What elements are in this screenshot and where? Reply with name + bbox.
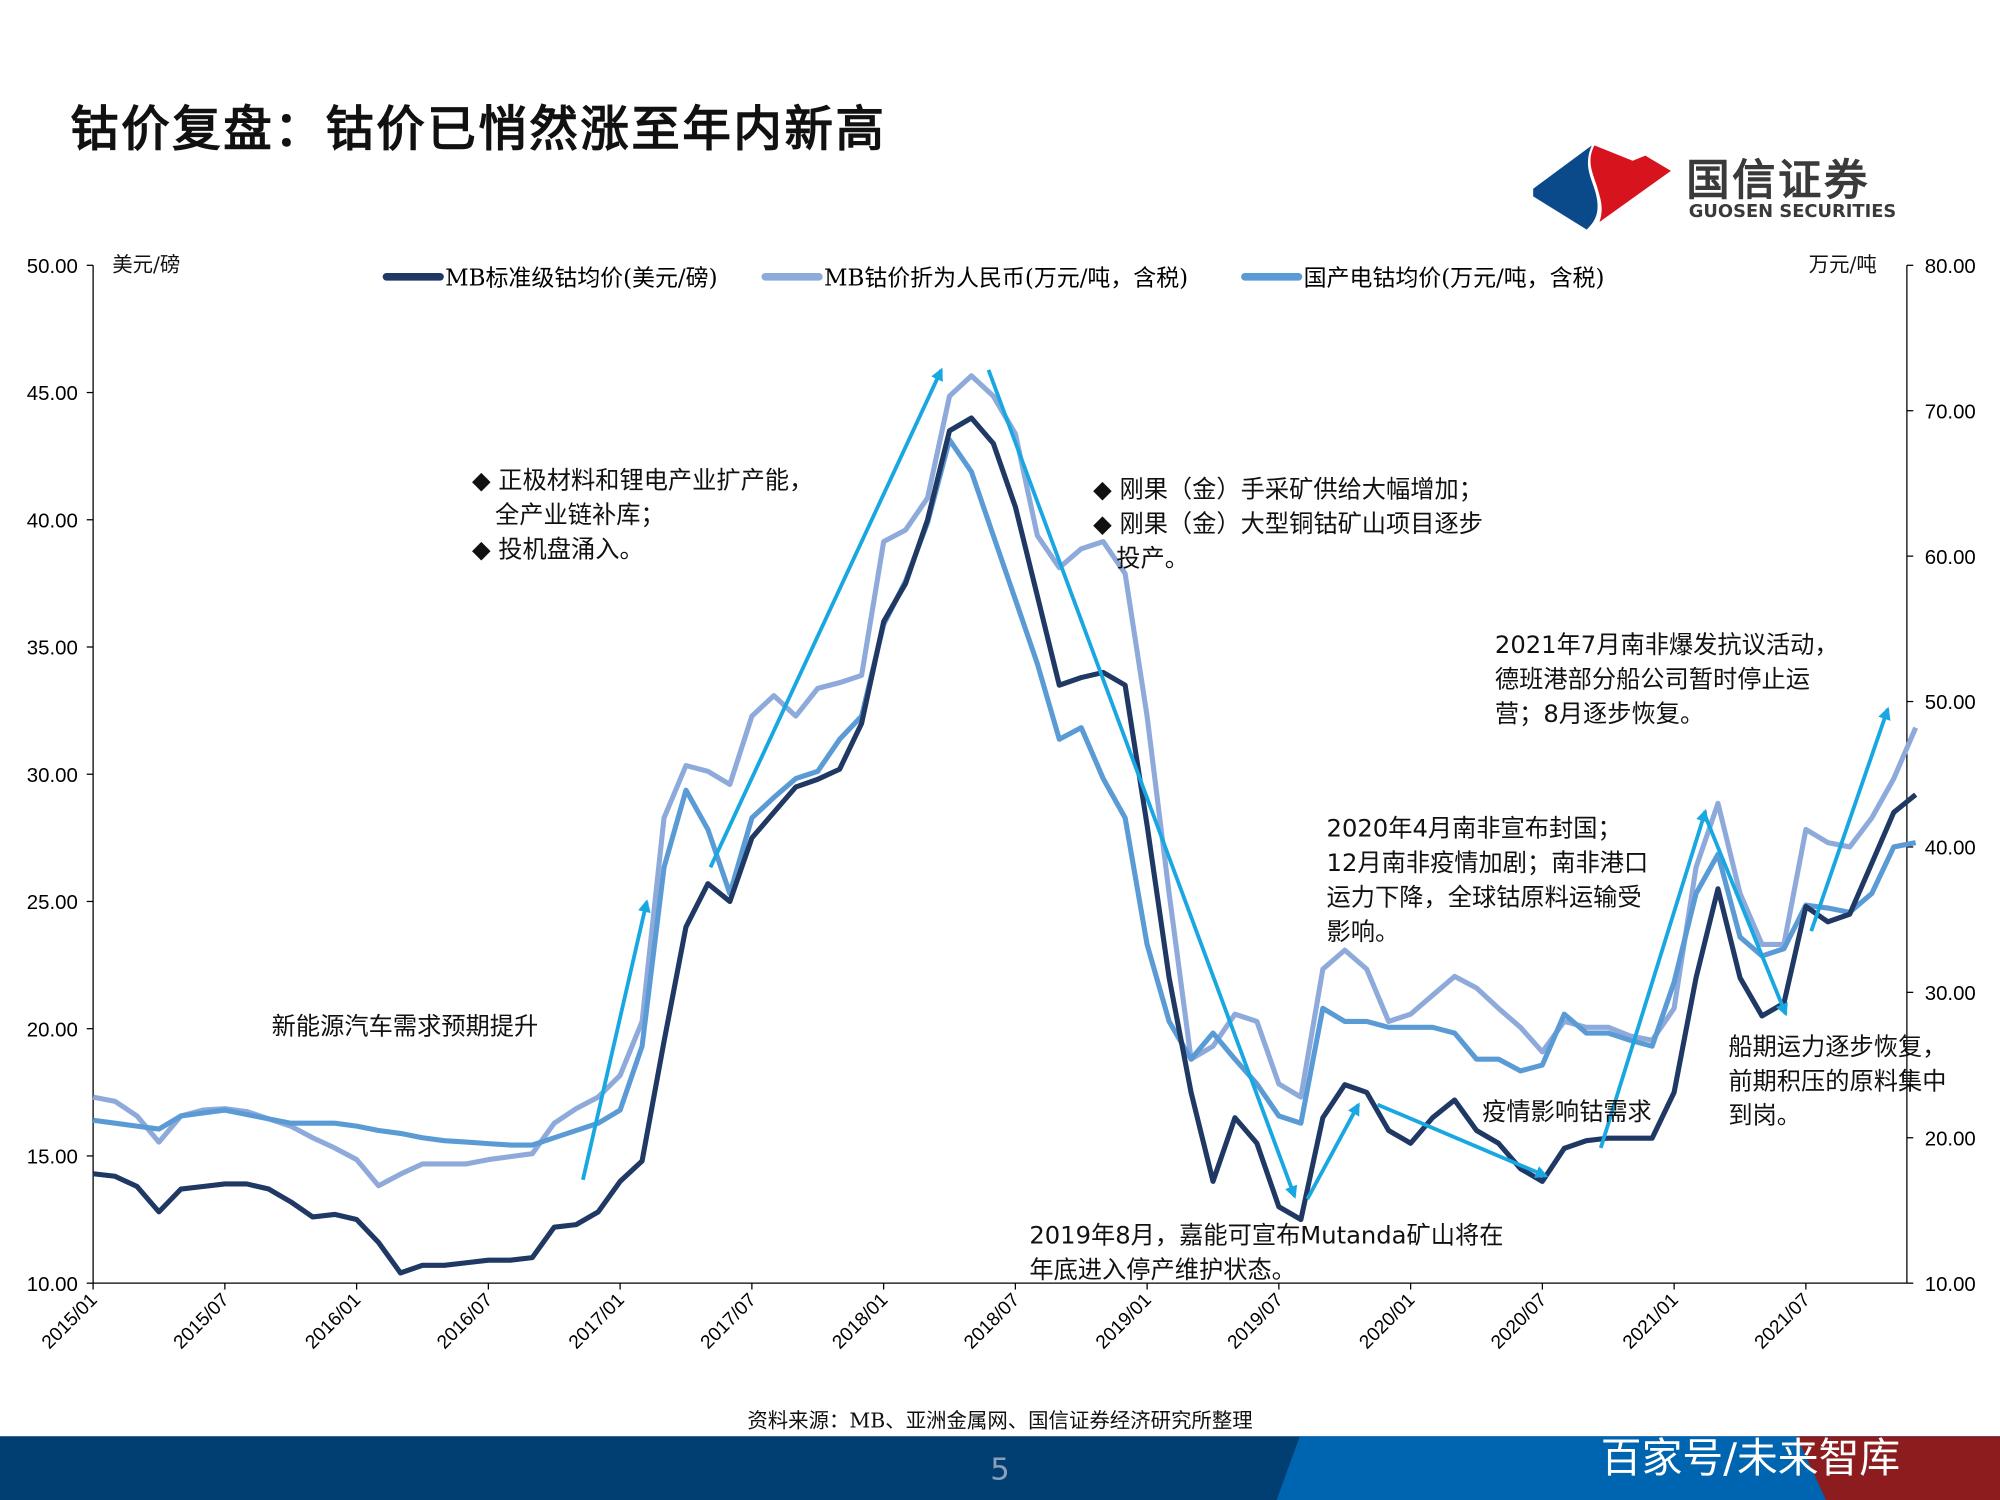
left-tick-label: 30.00	[27, 765, 78, 787]
trend-arrow	[1703, 815, 1788, 1017]
left-tick-label: 20.00	[27, 1019, 78, 1041]
x-tick-label: 2019/07	[1224, 1290, 1288, 1354]
trend-arrow	[1305, 1102, 1361, 1200]
series-line-2	[92, 373, 1919, 1189]
x-tick-label: 2016/01	[302, 1290, 366, 1354]
left-tick-label: 15.00	[27, 1147, 78, 1169]
annotation-line: 年底进入停产维护状态。	[1029, 1256, 1296, 1285]
left-tick-label: 25.00	[27, 892, 78, 914]
annotation-line: 船期运力逐步恢复，	[1728, 1033, 1947, 1062]
annotation-line: 到岗。	[1728, 1102, 1802, 1131]
slide-title: 钴价复盘：钴价已悄然涨至年内新高	[70, 99, 887, 157]
chart-annotation: ◆ 刚果（金）手采矿供给大幅增加； ◆ 刚果（金）大型铜钴矿山项目逐步 投产。	[1093, 473, 1483, 576]
cobalt-price-chart: 10.00 15.00 20.00 25.00 30.00 35.00 40.00 45.00…	[27, 256, 1976, 1354]
right-tick-label: 20.00	[1925, 1128, 1976, 1150]
annotation-line: ◆ 正极材料和锂电产业扩产能，	[471, 466, 814, 495]
legend-label-1: MB标准级钴均价(美元/磅)	[445, 266, 717, 292]
right-tick-label: 30.00	[1925, 983, 1976, 1005]
annotation-line: ◆ 投机盘涌入。	[471, 535, 644, 564]
annotation-line: 前期积压的原料集中	[1728, 1067, 1947, 1096]
left-tick-label: 45.00	[27, 383, 78, 405]
right-tick-label: 40.00	[1925, 838, 1976, 860]
source-note: 资料来源：MB、亚洲金属网、国信证券经济研究所整理	[747, 1408, 1253, 1433]
x-tick-label: 2017/07	[697, 1290, 761, 1354]
annotation-line: 营；8月逐步恢复。	[1494, 700, 1705, 729]
right-tick-label: 60.00	[1925, 547, 1976, 569]
chart-annotation: 2019年8月，嘉能可宣布Mutanda矿山将在 年底进入停产维护状态。	[1029, 1219, 1503, 1288]
annotation-line: ◆ 刚果（金）大型铜钴矿山项目逐步	[1093, 510, 1483, 539]
trend-arrow	[986, 369, 1298, 1199]
x-tick-label: 2017/01	[565, 1290, 629, 1354]
series-line-1	[92, 415, 1918, 1276]
legend-label-2: MB钴价折为人民币(万元/吨，含税)	[824, 266, 1188, 292]
logo-text-cn: 国信证券	[1686, 155, 1870, 207]
x-tick-label: 2018/01	[829, 1290, 893, 1354]
annotation-line: 投产。	[1093, 544, 1189, 573]
right-tick-label: 50.00	[1925, 692, 1976, 714]
chart-annotation: 2020年4月南非宣布封国； 12月南非疫情加剧；南非港口 运力下降，全球钴原料运输…	[1327, 812, 1649, 950]
left-tick-label: 40.00	[27, 510, 78, 532]
annotation-line: 疫情影响钴需求	[1482, 1098, 1652, 1127]
left-tick-label: 35.00	[27, 638, 78, 660]
series-line-3	[92, 437, 1917, 1148]
footer-bar	[0, 1436, 2000, 1500]
trend-arrow	[1598, 808, 1709, 1149]
watermark: 百家号/未来智库	[1600, 1433, 1901, 1483]
trend-arrow	[581, 899, 651, 1181]
x-tick-label: 2015/01	[38, 1290, 102, 1354]
left-tick-label: 10.00	[27, 1274, 78, 1296]
right-tick-label: 80.00	[1925, 256, 1976, 278]
annotation-line: 德班港部分船公司暂时停止运	[1494, 665, 1810, 694]
left-axis-unit: 美元/磅	[112, 252, 181, 277]
guosen-logo: 国信证券 GUOSEN SECURITIES	[1531, 143, 1901, 232]
chart-annotation: 疫情影响钴需求	[1482, 1096, 1652, 1130]
x-tick-label: 2015/07	[170, 1290, 234, 1354]
left-tick-label: 50.00	[27, 256, 78, 278]
right-axis-unit: 万元/吨	[1808, 252, 1877, 277]
legend-label-3: 国产电钴均价(万元/吨，含税)	[1304, 266, 1605, 292]
annotation-line: 2020年4月南非宣布封国；	[1326, 815, 1622, 844]
trend-arrow	[708, 367, 944, 869]
x-tick-label: 2018/07	[960, 1290, 1024, 1354]
trend-arrow	[1376, 1102, 1549, 1178]
chart-annotation: ◆ 正极材料和锂电产业扩产能， 全产业链补库； ◆ 投机盘涌入。	[472, 464, 813, 567]
logo-mark-icon	[1533, 145, 1671, 230]
x-tick-label: 2021/07	[1751, 1290, 1815, 1354]
annotation-line: 2019年8月，嘉能可宣布Mutanda矿山将在	[1029, 1221, 1504, 1250]
right-tick-label: 70.00	[1925, 401, 1976, 423]
chart-annotation: 2021年7月南非爆发抗议活动， 德班港部分船公司暂时停止运 营；8月逐步恢复。	[1495, 629, 1839, 732]
logo-text-en: GUOSEN SECURITIES	[1688, 201, 1897, 222]
annotation-line: ◆ 刚果（金）手采矿供给大幅增加；	[1093, 475, 1483, 504]
chart-annotation: 船期运力逐步恢复， 前期积压的原料集中 到岗。	[1728, 1031, 1946, 1134]
annotation-line: 12月南非疫情加剧；南非港口	[1326, 849, 1649, 878]
annotation-line: 全产业链补库；	[471, 501, 665, 530]
x-tick-label: 2016/07	[433, 1290, 497, 1354]
x-tick-label: 2021/01	[1619, 1290, 1683, 1354]
right-tick-label: 10.00	[1925, 1274, 1976, 1296]
trend-arrow	[1809, 706, 1891, 932]
annotation-line: 运力下降，全球钴原料运输受	[1326, 883, 1642, 912]
x-tick-label: 2020/07	[1487, 1290, 1551, 1354]
annotation-line: 新能源汽车需求预期提升	[271, 1012, 539, 1041]
annotation-line: 影响。	[1326, 918, 1400, 947]
x-tick-label: 2020/01	[1356, 1290, 1420, 1354]
x-tick-label: 2019/01	[1092, 1290, 1156, 1354]
page-number: 5	[990, 1451, 1010, 1488]
annotation-line: 2021年7月南非爆发抗议活动，	[1494, 631, 1839, 660]
chart-annotation: 新能源汽车需求预期提升	[272, 1010, 539, 1044]
